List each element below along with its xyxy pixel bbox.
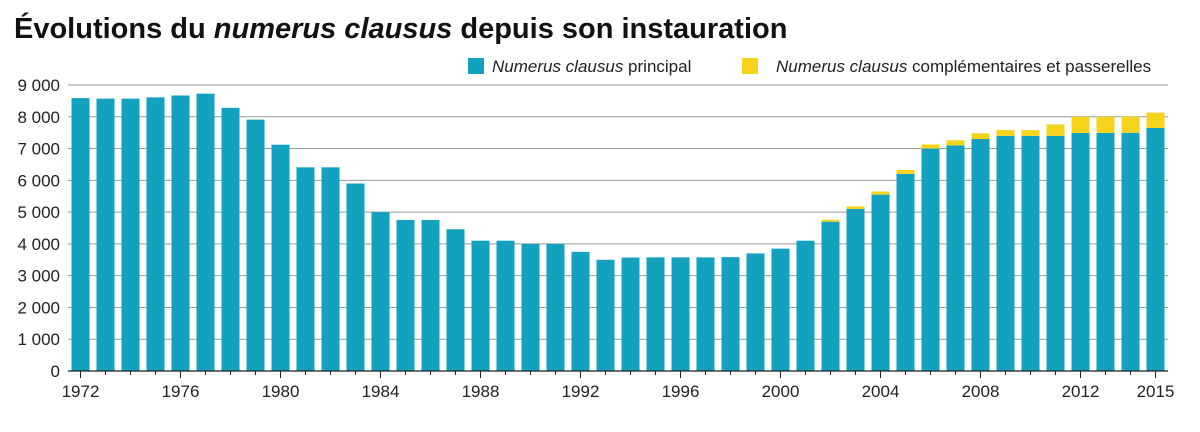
x-tick-label-1996: 1996	[662, 382, 700, 401]
legend-swatch-complementaires	[742, 58, 758, 74]
x-tick-label-1976: 1976	[162, 382, 200, 401]
bar-principal-1999	[746, 253, 765, 371]
bar-complementaire-2009	[996, 130, 1015, 136]
bar-principal-2008	[971, 139, 990, 371]
x-tick-label-2000: 2000	[762, 382, 800, 401]
legend: Numerus clausus principal Numerus clausu…	[468, 57, 1151, 76]
bar-principal-1978	[221, 107, 240, 372]
bar-complementaire-2002	[821, 219, 840, 222]
bar-complementaire-2015	[1146, 112, 1165, 128]
bar-principal-1987	[446, 229, 465, 371]
y-tick-label-1000: 1 000	[17, 330, 60, 349]
bar-principal-2005	[896, 173, 915, 371]
x-tick-label-2008: 2008	[962, 382, 1000, 401]
bar-complementaire-2008	[971, 133, 990, 140]
bar-principal-1993	[596, 259, 615, 371]
legend-label-complementaires-italic: Numerus clausus	[776, 57, 908, 76]
y-tick-label-2000: 2 000	[17, 298, 60, 317]
bar-principal-2007	[946, 145, 965, 371]
x-tick-label-2015: 2015	[1137, 382, 1175, 401]
legend-label-principal: Numerus clausus principal	[492, 57, 691, 76]
bar-principal-2002	[821, 221, 840, 371]
bar-principal-1996	[671, 257, 690, 371]
y-tick-label-7000: 7 000	[17, 140, 60, 159]
bar-principal-1988	[471, 240, 490, 371]
bar-principal-2004	[871, 194, 890, 371]
bar-principal-2006	[921, 148, 940, 371]
bar-principal-1984	[371, 212, 390, 371]
bar-principal-2014	[1121, 132, 1140, 371]
bar-principal-1997	[696, 257, 715, 371]
bar-complementaire-2010	[1021, 130, 1040, 136]
bar-principal-1995	[646, 257, 665, 371]
bars	[71, 93, 1165, 372]
y-tick-label-3000: 3 000	[17, 267, 60, 286]
x-tick-label-2004: 2004	[862, 382, 900, 401]
legend-label-complementaires: Numerus clausus complémentaires et passe…	[776, 57, 1151, 76]
bar-principal-1985	[396, 219, 415, 371]
bar-principal-2011	[1046, 135, 1065, 371]
legend-label-complementaires-rest: complémentaires et passerelles	[907, 57, 1151, 76]
bar-principal-2015	[1146, 127, 1165, 372]
bar-principal-2001	[796, 240, 815, 371]
bar-principal-1990	[521, 243, 540, 371]
bar-complementaire-2006	[921, 144, 940, 149]
bar-principal-1991	[546, 243, 565, 371]
bar-complementaire-2014	[1121, 116, 1140, 133]
chart-title-part2: depuis son instauration	[452, 13, 787, 45]
chart-title-italic: numerus clausus	[214, 13, 453, 45]
bar-principal-1992	[571, 251, 590, 371]
bar-principal-2013	[1096, 132, 1115, 371]
y-tick-label-4000: 4 000	[17, 235, 60, 254]
legend-label-principal-italic: Numerus clausus	[492, 57, 624, 76]
x-tick-label-1992: 1992	[562, 382, 600, 401]
bar-principal-1977	[196, 93, 215, 371]
legend-swatch-principal	[468, 58, 484, 74]
bar-complementaire-2003	[846, 206, 865, 209]
legend-label-principal-rest: principal	[623, 57, 691, 76]
bar-complementaire-2007	[946, 140, 965, 146]
chart-title-part1: Évolutions du	[14, 11, 214, 45]
bar-principal-2012	[1071, 132, 1090, 371]
bar-complementaire-2011	[1046, 124, 1065, 136]
y-tick-label-8000: 8 000	[17, 108, 60, 127]
bar-complementaire-2004	[871, 191, 890, 195]
bar-complementaire-2013	[1096, 116, 1115, 133]
bar-principal-1998	[721, 257, 740, 371]
bar-principal-1976	[171, 95, 190, 371]
x-tick-label-2012: 2012	[1062, 382, 1100, 401]
chart-title: Évolutions du numerus clausus depuis son…	[14, 11, 787, 45]
bar-principal-2003	[846, 208, 865, 371]
bar-principal-1975	[146, 97, 165, 371]
x-tick-label-1980: 1980	[262, 382, 300, 401]
axes: 0 1 000 2 000 3 000 4 000 5 000 6 000 7 000 8 00…	[17, 76, 1174, 401]
y-tick-label-6000: 6 000	[17, 171, 60, 190]
bar-principal-1982	[321, 167, 340, 371]
y-tick-label-5000: 5 000	[17, 203, 60, 222]
x-tick-label-1972: 1972	[62, 382, 100, 401]
x-tick-label-1984: 1984	[362, 382, 400, 401]
bar-complementaire-2005	[896, 169, 915, 174]
bar-principal-2000	[771, 248, 790, 371]
y-tick-label-9000: 9 000	[17, 76, 60, 95]
bar-principal-1981	[296, 167, 315, 371]
bar-principal-1972	[71, 98, 90, 372]
bar-principal-1989	[496, 240, 515, 371]
bar-principal-1973	[96, 98, 115, 372]
bar-principal-1974	[121, 98, 140, 372]
bar-principal-2009	[996, 135, 1015, 371]
bar-principal-1986	[421, 219, 440, 371]
bar-principal-1994	[621, 257, 640, 371]
x-tick-label-1988: 1988	[462, 382, 500, 401]
bar-principal-2010	[1021, 135, 1040, 371]
bar-principal-1983	[346, 183, 365, 371]
bar-complementaire-2012	[1071, 116, 1090, 133]
bar-principal-1979	[246, 119, 265, 371]
y-tick-label-0: 0	[51, 362, 60, 381]
bar-principal-1980	[271, 144, 290, 371]
